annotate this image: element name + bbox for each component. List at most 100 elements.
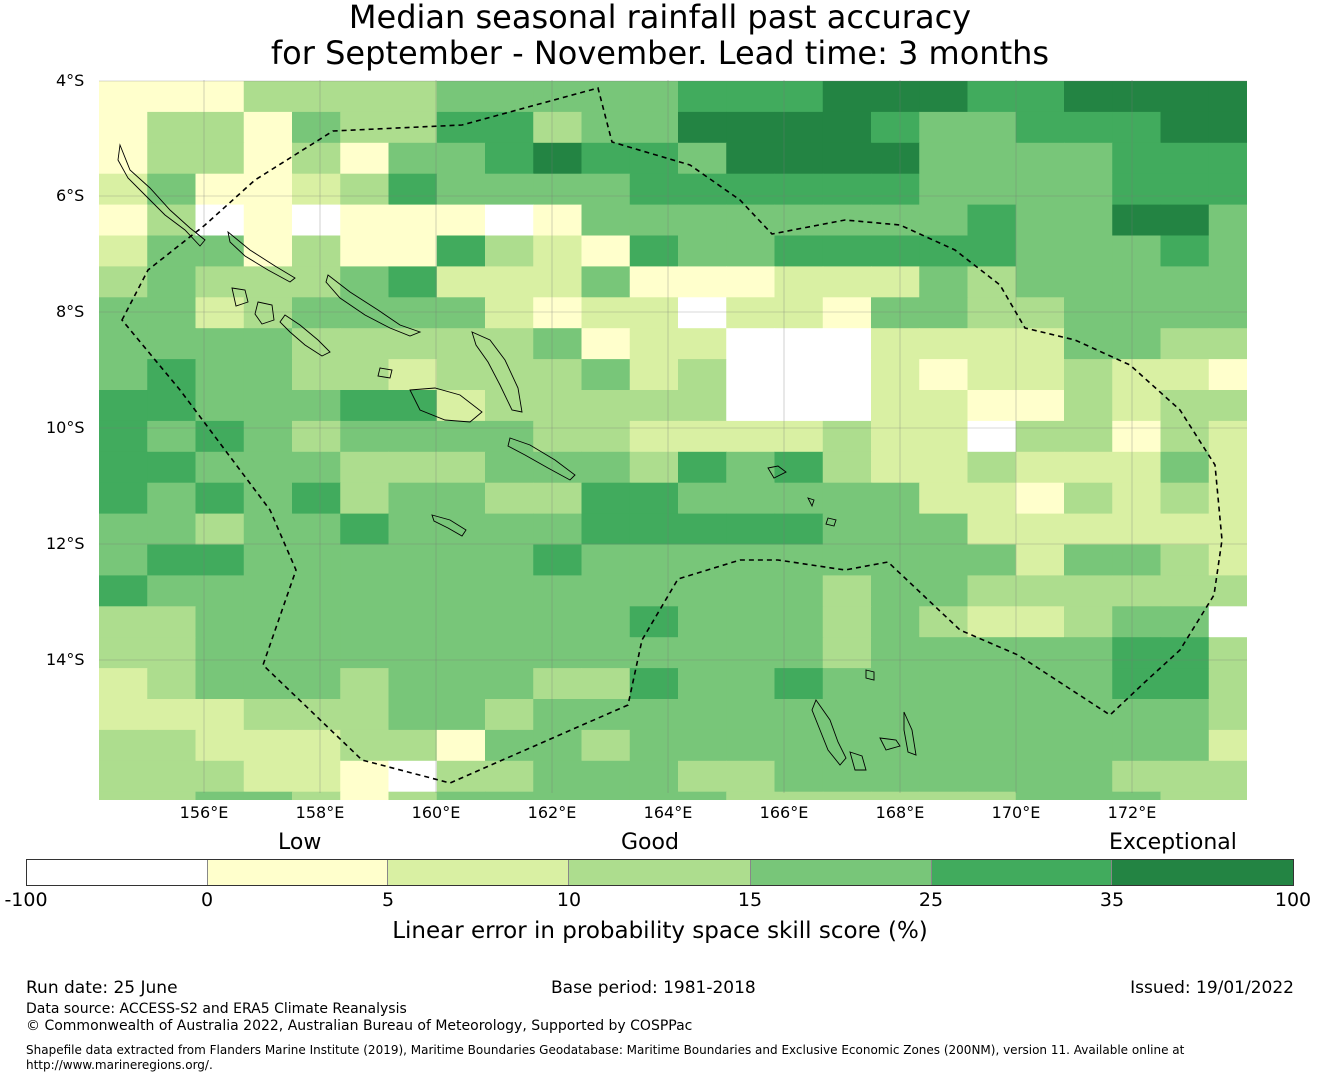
skill-cell (485, 668, 534, 700)
skill-cell (147, 266, 197, 298)
skill-cell (871, 451, 920, 484)
skill-cell (726, 482, 776, 515)
skill-cell (871, 575, 920, 607)
skill-cell (1208, 328, 1247, 360)
eez-boundary (121, 87, 1223, 784)
skill-cell (1015, 173, 1065, 206)
skill-cell (340, 482, 390, 515)
skill-cell (340, 544, 390, 576)
skill-cell (1064, 482, 1113, 515)
skill-cell (340, 668, 390, 700)
skill-cell (678, 297, 727, 329)
skill-cell (822, 606, 872, 638)
skill-cell (195, 111, 245, 144)
skill-cell (871, 81, 920, 113)
skill-cell (292, 482, 341, 515)
lon-label-158e: 158°E (295, 803, 345, 822)
skill-cell (581, 173, 631, 206)
skill-cell (774, 173, 824, 206)
lon-label-164e: 164°E (643, 803, 693, 822)
skill-cell (1208, 359, 1247, 391)
skill-cell (1112, 575, 1162, 607)
skill-cell (629, 297, 679, 329)
skill-cell (871, 297, 920, 329)
skill-cell (436, 142, 486, 175)
skill-cell (629, 420, 679, 453)
skill-cell (726, 699, 776, 731)
skill-cell (678, 81, 727, 113)
skill-cell (1015, 729, 1065, 762)
skill-cell (195, 729, 245, 762)
skill-cell (147, 513, 197, 546)
skill-cell (243, 760, 293, 793)
skill-cell (533, 606, 583, 638)
skill-cell (292, 699, 341, 731)
skill-cell (1160, 668, 1210, 700)
skill-cell (871, 637, 920, 669)
skill-cell (1112, 760, 1162, 793)
skill-cell (485, 390, 534, 422)
skill-cell (629, 544, 679, 576)
skill-cell (1208, 204, 1247, 237)
skill-cell (1112, 390, 1162, 422)
skill-cell (195, 173, 245, 206)
skill-cell (147, 390, 197, 422)
skill-cell (292, 81, 341, 113)
lon-label-170e: 170°E (991, 803, 1041, 822)
skill-cell (774, 637, 824, 669)
skill-cell (629, 482, 679, 515)
colorbar-axis-label: Linear error in probability space skill … (392, 918, 928, 944)
skill-cell (99, 390, 148, 422)
skill-cell (243, 390, 293, 422)
skill-cell (195, 420, 245, 453)
skill-cell (726, 266, 776, 298)
skill-cell (581, 390, 631, 422)
skill-cell (774, 390, 824, 422)
skill-cell (99, 513, 148, 546)
skill-cell (1015, 760, 1065, 793)
skill-cell (195, 390, 245, 422)
skill-cell (1160, 760, 1210, 793)
skill-cell (533, 81, 583, 113)
skill-cell (436, 606, 486, 638)
skill-cell (1112, 482, 1162, 515)
skill-cell (1208, 297, 1247, 329)
skill-cell (1160, 606, 1210, 638)
skill-cell (195, 142, 245, 175)
skill-cell (533, 668, 583, 700)
skill-cell (822, 420, 872, 453)
skill-cell (340, 513, 390, 546)
skill-cell (871, 606, 920, 638)
skill-cell (629, 513, 679, 546)
skill-cell (919, 235, 969, 267)
skill-cell (871, 760, 920, 793)
lon-label-160e: 160°E (411, 803, 461, 822)
skill-cell (1064, 390, 1113, 422)
skill-cell (1015, 513, 1065, 546)
skill-cell (1112, 111, 1162, 144)
skill-cell (485, 451, 534, 484)
skill-cell (581, 637, 631, 669)
skill-cell (340, 760, 390, 793)
skill-cell (147, 111, 197, 144)
skill-cell (436, 297, 486, 329)
skill-cell (581, 760, 631, 793)
skill-cell (485, 266, 534, 298)
skill-cell (1160, 235, 1210, 267)
skill-cell (581, 81, 631, 113)
skill-cell (678, 637, 727, 669)
skill-cell (436, 482, 486, 515)
skill-cell (292, 359, 341, 391)
skill-cell (388, 791, 438, 800)
skill-cell (436, 699, 486, 731)
skill-cell (967, 760, 1017, 793)
skill-cell (919, 729, 969, 762)
skill-cell (1160, 544, 1210, 576)
skill-cell (388, 142, 438, 175)
skill-cell (485, 637, 534, 669)
skill-cell (726, 637, 776, 669)
skill-cell (533, 142, 583, 175)
skill-cell (1064, 111, 1113, 144)
skill-cell (195, 637, 245, 669)
skill-cell (822, 390, 872, 422)
